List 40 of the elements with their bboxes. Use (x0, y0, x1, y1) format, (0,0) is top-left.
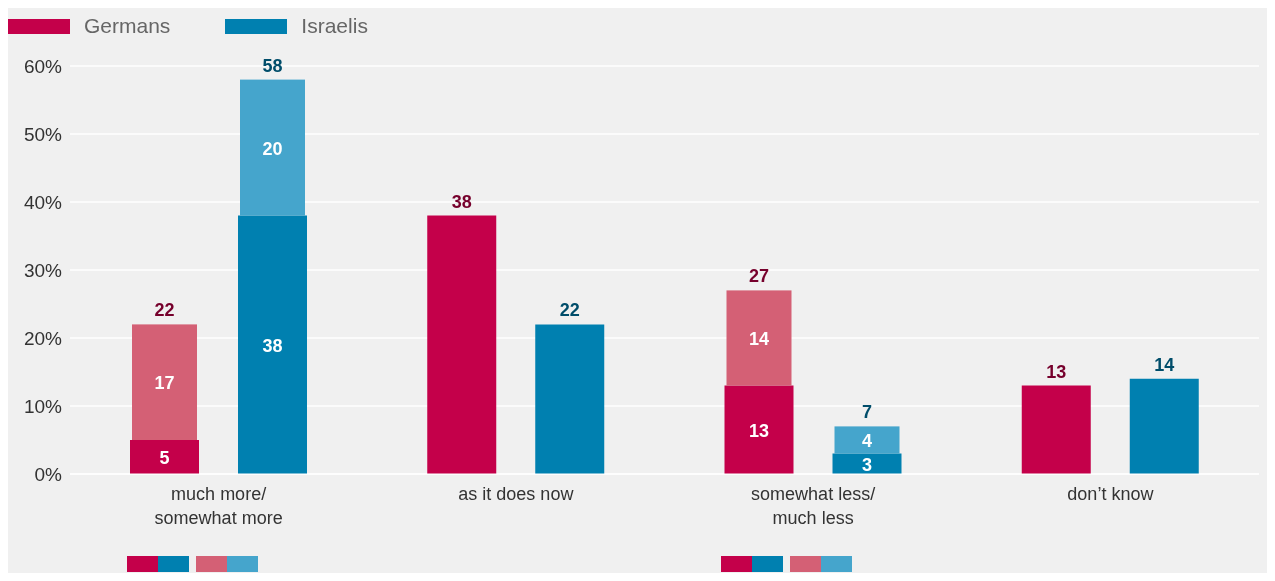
data-label: 4 (861, 431, 873, 451)
legend-label: Israelis (301, 14, 368, 38)
bar (427, 215, 497, 474)
bar (132, 324, 197, 440)
data-label: 14 (1154, 354, 1175, 375)
data-label: 3 (861, 454, 873, 475)
y-tick-label: 0% (34, 463, 63, 485)
data-label: 13 (748, 420, 770, 441)
y-tick-label: 30% (23, 259, 63, 281)
x-tick-label: much more/ somewhat more (154, 484, 283, 528)
data-label: 38 (451, 191, 472, 212)
data-label: 5 (159, 448, 170, 468)
bar (1129, 378, 1199, 474)
data-label: 17 (154, 373, 175, 394)
x-tick-label: don’t know (1067, 484, 1155, 504)
data-label: 38 (262, 335, 283, 356)
bar (1021, 385, 1091, 474)
x-tick-label: as it does now (458, 484, 575, 504)
y-tick-label: 50% (23, 123, 63, 145)
bar (535, 324, 605, 474)
text: 22 (154, 300, 175, 321)
bar (238, 215, 307, 474)
text: 7 (861, 402, 873, 423)
bar (726, 290, 792, 386)
data-label: 20 (262, 138, 283, 159)
y-tick-label: 10% (23, 395, 63, 417)
bar (130, 440, 199, 474)
bar (834, 426, 900, 454)
y-tick-label: 60% (23, 55, 63, 77)
data-label: 13 (1046, 361, 1067, 382)
x-tick-label: somewhat less/ much less (751, 484, 876, 528)
y-tick-label: 20% (23, 327, 63, 349)
legend-label: Germans (84, 14, 171, 38)
data-label: 14 (748, 329, 770, 349)
text: 58 (262, 55, 283, 76)
bar (724, 385, 794, 474)
text: 27 (748, 266, 770, 287)
bar (240, 79, 305, 216)
data-label: 22 (559, 300, 580, 321)
y-tick-label: 40% (23, 191, 63, 213)
